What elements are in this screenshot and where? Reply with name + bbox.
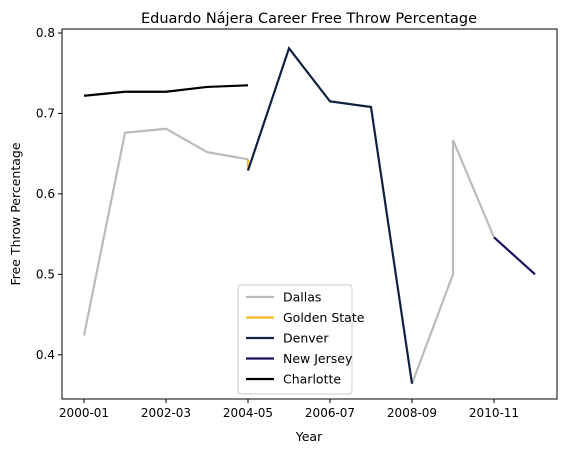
x-axis-label: Year <box>295 429 323 444</box>
series-line-charlotte <box>83 84 249 97</box>
x-tick-label: 2010-11 <box>469 406 519 420</box>
x-tick-label: 2004-05 <box>223 406 273 420</box>
legend: Dallas Golden State Denver New Jersey Charlo… <box>237 284 365 395</box>
x-axis-ticks: 2000-01 2002-03 2004-05 2006-07 2008-09 2010-… <box>59 399 519 420</box>
y-tick-label: 0.7 <box>36 106 55 120</box>
legend-label-denver: Denver <box>283 331 329 346</box>
legend-label-golden-state: Golden State <box>283 310 365 325</box>
x-tick-label: 2000-01 <box>59 406 109 420</box>
x-tick-label: 2006-07 <box>305 406 355 420</box>
x-tick-label: 2008-09 <box>387 406 437 420</box>
series-line-denver <box>246 45 414 384</box>
y-axis-ticks: 0.4 0.5 0.6 0.7 0.8 <box>36 26 62 362</box>
legend-label-new-jersey: New Jersey <box>283 351 353 366</box>
legend-label-charlotte: Charlotte <box>283 372 341 387</box>
x-tick-label: 2002-03 <box>141 406 191 420</box>
y-axis-label: Free Throw Percentage <box>8 142 23 285</box>
series-line-dallas <box>82 127 496 385</box>
series-layer <box>82 45 536 385</box>
y-tick-label: 0.5 <box>36 267 55 281</box>
chart-title: Eduardo Nájera Career Free Throw Percent… <box>141 11 477 27</box>
plot-area-frame <box>61 28 558 400</box>
y-tick-label: 0.4 <box>36 348 55 362</box>
series-line-new-jersey <box>493 236 536 276</box>
y-tick-label: 0.6 <box>36 187 55 201</box>
legend-box <box>237 284 353 395</box>
y-tick-label: 0.8 <box>36 26 55 40</box>
legend-label-dallas: Dallas <box>283 290 321 305</box>
